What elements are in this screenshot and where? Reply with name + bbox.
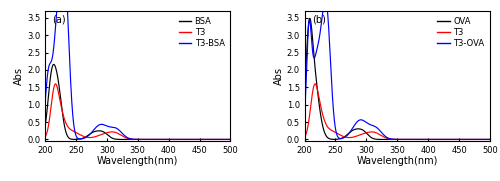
OVA — [302, 90, 308, 92]
T3 — [482, 138, 488, 140]
Y-axis label: Abs: Abs — [14, 67, 24, 85]
OVA — [392, 138, 398, 140]
OVA — [482, 138, 488, 140]
X-axis label: Wavelength(nm): Wavelength(nm) — [356, 156, 438, 167]
T3 — [448, 138, 454, 140]
T3 — [482, 138, 488, 140]
BSA — [132, 138, 138, 140]
T3-BSA — [128, 138, 134, 140]
OVA — [482, 138, 488, 140]
T3-BSA — [132, 138, 138, 140]
Line: BSA: BSA — [45, 64, 230, 139]
T3-BSA — [52, 39, 58, 41]
OVA — [311, 56, 317, 59]
T3 — [487, 138, 493, 140]
OVA — [307, 17, 313, 19]
T3 — [132, 138, 138, 140]
BSA — [52, 64, 58, 66]
T3-BSA — [42, 102, 48, 105]
BSA — [222, 138, 228, 140]
T3 — [392, 138, 398, 140]
T3-BSA — [228, 138, 234, 140]
BSA — [188, 138, 194, 140]
Legend: OVA, T3, T3-OVA: OVA, T3, T3-OVA — [436, 15, 486, 50]
T3 — [302, 136, 308, 138]
Text: (b): (b) — [312, 15, 326, 25]
T3 — [188, 138, 194, 140]
Line: T3: T3 — [304, 84, 490, 139]
BSA — [228, 138, 234, 140]
T3-OVA — [302, 115, 308, 117]
BSA — [42, 125, 48, 128]
Text: (a): (a) — [52, 15, 66, 25]
OVA — [487, 138, 493, 140]
T3 — [222, 138, 228, 140]
BSA — [222, 138, 228, 140]
T3 — [311, 84, 317, 87]
OVA — [387, 138, 393, 140]
Line: T3-BSA: T3-BSA — [45, 0, 230, 139]
T3-BSA — [222, 138, 228, 140]
T3-BSA — [222, 138, 228, 140]
T3 — [228, 138, 234, 140]
T3-OVA — [487, 138, 493, 140]
T3-OVA — [482, 138, 488, 140]
T3-OVA — [387, 138, 393, 140]
Y-axis label: Abs: Abs — [274, 67, 283, 85]
T3-OVA — [311, 57, 317, 59]
T3 — [312, 83, 318, 85]
T3-OVA — [482, 138, 488, 140]
T3 — [387, 138, 393, 140]
T3 — [222, 138, 228, 140]
T3 — [42, 136, 48, 138]
T3-OVA — [448, 138, 454, 140]
T3-OVA — [392, 138, 398, 140]
Line: T3: T3 — [45, 84, 230, 139]
X-axis label: Wavelength(nm): Wavelength(nm) — [97, 156, 178, 167]
Legend: BSA, T3, T3-BSA: BSA, T3, T3-BSA — [177, 15, 226, 50]
T3 — [128, 138, 134, 140]
OVA — [448, 138, 454, 140]
T3-BSA — [188, 138, 194, 140]
T3 — [52, 84, 58, 87]
Line: T3-OVA: T3-OVA — [304, 0, 490, 139]
BSA — [50, 63, 56, 66]
Line: OVA: OVA — [304, 18, 490, 139]
BSA — [128, 138, 134, 140]
T3 — [52, 83, 59, 85]
